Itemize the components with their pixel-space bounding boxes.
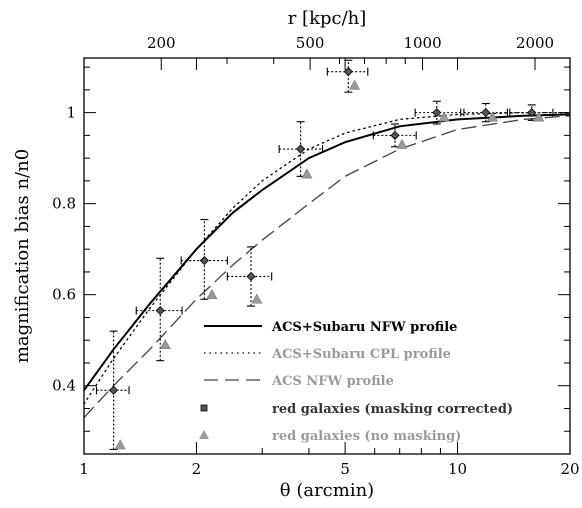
x-tick-label: 5 [340,460,350,478]
data-point [180,219,228,300]
triangle-marker [486,111,498,122]
top-x-axis-title: r [kpc/h] [288,8,367,29]
data-point [278,121,324,177]
top-x-tick-label: 500 [296,34,325,52]
x-tick-label: 2 [192,460,202,478]
legend-square-marker [200,404,208,412]
x-tick-label: 10 [448,460,467,478]
triangle-marker [533,111,545,122]
top-x-tick-label: 200 [147,34,176,52]
diamond-marker [527,108,537,118]
y-tick-label: 0.8 [52,195,76,213]
series-line-solid [84,113,570,392]
series-line-dashed [84,115,570,419]
triangle-marker [251,293,263,304]
legend-triangle-marker [199,430,209,439]
data-point [95,330,130,450]
y-axis-title: magnification bias n/n0 [12,149,33,363]
triangle-marker [349,79,361,90]
data-point [226,246,273,307]
y-tick-label: 0.4 [52,377,76,395]
legend-label: ACS+Subaru NFW profile [271,320,457,335]
plot-frame [83,57,571,455]
triangle-marker [301,168,313,179]
data-point [509,104,554,121]
series-line-dotted [84,111,570,405]
axes-layer: 1 2 5 10 20 200 500 1000 2000 0.4 0.6 0.8 1 [52,34,579,478]
data-point [463,102,508,123]
axis-titles: θ (arcmin) r [kpc/h] magnification bias n/… [12,8,374,501]
triangle-marker [206,289,218,299]
triangle-marker [159,339,171,350]
data-point [135,257,183,362]
x-tick-label: 1 [79,460,89,478]
diamond-marker [155,306,165,316]
x-tick-label: 20 [560,460,579,478]
legend-label: red galaxies (no masking) [272,429,461,444]
diamond-marker [246,271,256,282]
legend: ACS+Subaru NFW profile ACS+Subaru CPL pro… [199,320,513,444]
plot-layer [84,59,570,450]
diamond-marker [481,108,491,118]
legend-label: ACS+Subaru CPL profile [271,347,451,362]
top-x-tick-label: 2000 [516,34,554,52]
top-x-tick-label: 1000 [403,34,441,52]
diamond-marker [109,385,119,395]
triangle-marker [438,111,450,122]
y-tick-label: 0.6 [52,286,76,304]
triangle-marker [114,439,126,450]
y-tick-label: 1 [66,104,76,122]
x-axis-title: θ (arcmin) [280,480,374,501]
data-point [326,59,369,93]
legend-label: red galaxies (masking corrected) [272,402,513,417]
diamond-marker [390,130,400,140]
diamond-marker [199,255,209,266]
diamond-marker [343,67,353,77]
data-point [414,100,462,125]
diamond-marker [296,144,306,154]
diamond-marker [432,108,442,118]
triangle-marker [396,138,408,149]
legend-label: ACS NFW profile [271,374,394,389]
